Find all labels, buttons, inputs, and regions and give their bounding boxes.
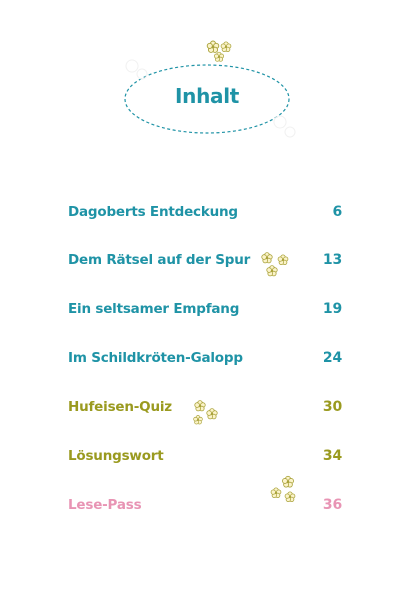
toc-entry-title: Lese-Pass <box>68 497 142 513</box>
toc-entry[interactable]: Dem Rätsel auf der Spur 13 <box>68 249 342 271</box>
toc-entry-page: 19 <box>322 301 342 317</box>
toc-entry-title: Hufeisen-Quiz <box>68 399 172 415</box>
toc-entry-page: 34 <box>322 448 342 464</box>
page-title: Inhalt <box>174 84 240 108</box>
toc-entry[interactable]: Lösungswort 34 <box>68 445 342 467</box>
toc-entry-title: Dem Rätsel auf der Spur <box>68 252 251 268</box>
toc-entry-title: Dagoberts Entdeckung <box>68 204 238 220</box>
toc-entry[interactable]: Hufeisen-Quiz 30 <box>68 396 342 418</box>
flower-cluster-icon <box>206 40 232 62</box>
faint-flower-icon <box>125 59 148 80</box>
toc-entry-page: 30 <box>322 399 342 415</box>
dashed-ellipse-frame <box>124 64 290 134</box>
toc-entry-page: 13 <box>322 252 342 268</box>
toc-entry-page: 36 <box>322 497 342 513</box>
toc-entry[interactable]: Dagoberts Entdeckung 6 <box>68 201 342 223</box>
faint-flower-icon <box>273 115 296 138</box>
toc-entry-title: Lösungswort <box>68 448 164 464</box>
toc-entry-page: 24 <box>322 350 342 366</box>
toc-entry-title: Ein seltsamer Empfang <box>68 301 240 317</box>
toc-entry[interactable]: Lese-Pass 36 <box>68 494 342 516</box>
toc-entry-title: Im Schildkröten-Galopp <box>68 350 243 366</box>
toc-entry[interactable]: Ein seltsamer Empfang 19 <box>68 298 342 320</box>
title-badge: Inhalt <box>122 56 292 136</box>
toc-entry-page: 6 <box>332 204 342 220</box>
toc-entry[interactable]: Im Schildkröten-Galopp 24 <box>68 347 342 369</box>
